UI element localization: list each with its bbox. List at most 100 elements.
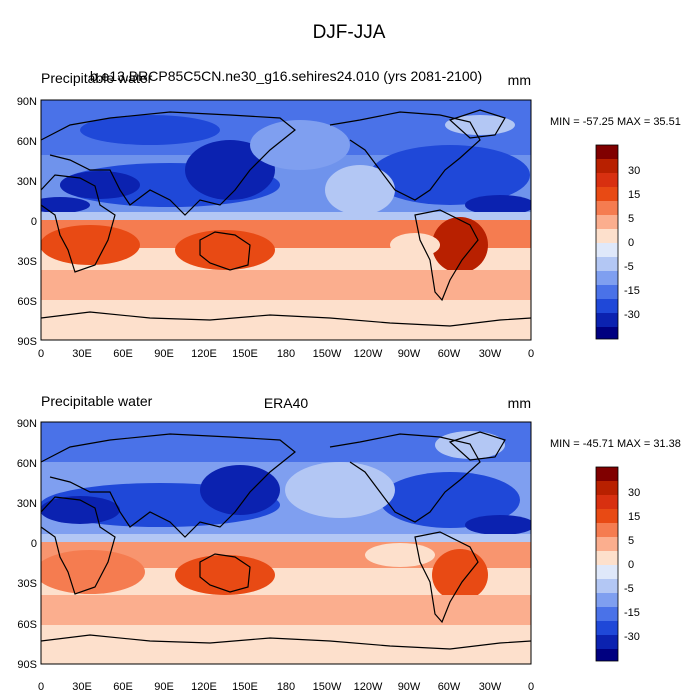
- colorbar-swatch: [596, 607, 618, 621]
- x-tick-label: 60W: [438, 348, 461, 360]
- y-tick-label: 60S: [17, 619, 37, 631]
- x-tick-label: 0: [38, 681, 44, 693]
- map-frame: [40, 421, 532, 665]
- x-tick-label: 150W: [313, 348, 342, 360]
- y-tick-label: 90N: [17, 96, 37, 108]
- panel-left-title: Precipitable water: [41, 393, 153, 409]
- y-axis: 90N 60N 30N 0 30S 60S 90S: [17, 418, 37, 671]
- x-tick-label: 60E: [113, 348, 133, 360]
- panel-center-title: b.e13.BRCP85C5CN.ne30_g16.sehires24.010 …: [90, 68, 482, 84]
- map-field: [41, 100, 531, 340]
- figure-title: DJF-JJA: [313, 22, 386, 43]
- colorbar-swatch: [596, 537, 618, 551]
- colorbar-label: 30: [628, 487, 640, 499]
- colorbar-swatch: [596, 187, 618, 201]
- colorbar-swatch: [596, 159, 618, 173]
- colorbar-swatch: [596, 467, 618, 481]
- y-tick-label: 90S: [17, 336, 37, 348]
- colorbar-swatch: [596, 635, 618, 649]
- y-tick-label: 30S: [17, 256, 37, 268]
- colorbar-frame: [595, 144, 619, 340]
- colorbar-swatch: [596, 257, 618, 271]
- panel-units: mm: [508, 395, 531, 411]
- colorbar-label: -5: [624, 583, 634, 595]
- y-tick-label: 0: [31, 216, 37, 228]
- x-tick-label: 120W: [354, 348, 383, 360]
- x-tick-label: 30W: [479, 681, 502, 693]
- x-axis: 0 30E 60E 90E 120E 150E 180 150W 120W 90…: [38, 681, 534, 693]
- colorbar-swatch: [596, 215, 618, 229]
- colorbar-swatch: [596, 621, 618, 635]
- x-tick-label: 150E: [232, 348, 258, 360]
- colorbar-swatch: [596, 271, 618, 285]
- x-tick-label: 90W: [398, 681, 421, 693]
- x-tick-label: 60W: [438, 681, 461, 693]
- colorbar-swatch: [596, 481, 618, 495]
- colorbar-label: -5: [624, 261, 634, 273]
- panel-center-title: ERA40: [264, 395, 309, 411]
- x-tick-label: 180: [277, 681, 295, 693]
- colorbar-swatch: [596, 579, 618, 593]
- colorbar-label: -30: [624, 309, 640, 321]
- colorbar-swatch: [596, 551, 618, 565]
- y-tick-label: 90N: [17, 418, 37, 430]
- x-tick-label: 150W: [313, 681, 342, 693]
- colorbar-swatch: [596, 327, 618, 339]
- colorbar-swatch: [596, 243, 618, 257]
- x-tick-label: 30E: [72, 681, 92, 693]
- colorbar-label: 0: [628, 559, 634, 571]
- y-tick-label: 60N: [17, 136, 37, 148]
- x-axis: 0 30E 60E 90E 120E 150E 180 150W 120W 90…: [38, 348, 534, 360]
- x-tick-label: 150E: [232, 681, 258, 693]
- x-tick-label: 90W: [398, 348, 421, 360]
- colorbar-swatch: [596, 565, 618, 579]
- colorbar-swatch: [596, 173, 618, 187]
- map-field: [41, 422, 531, 664]
- colorbar-swatch: [596, 313, 618, 327]
- y-tick-label: 90S: [17, 659, 37, 671]
- colorbar-frame: [595, 466, 619, 662]
- y-tick-label: 0: [31, 538, 37, 550]
- colorbar-label: -15: [624, 607, 640, 619]
- x-tick-label: 0: [38, 348, 44, 360]
- colorbar-label: 15: [628, 511, 640, 523]
- colorbar-swatch: [596, 649, 618, 661]
- colorbar-label: 0: [628, 237, 634, 249]
- colorbar: 30 15 5 0 -5 -15 -30: [595, 144, 640, 340]
- x-tick-label: 0: [528, 681, 534, 693]
- x-tick-label: 120W: [354, 681, 383, 693]
- stats-label: MIN = -45.71 MAX = 31.38: [550, 438, 681, 450]
- x-tick-label: 90E: [154, 681, 174, 693]
- colorbar-swatch: [596, 593, 618, 607]
- coastlines: [41, 109, 531, 327]
- y-tick-label: 60S: [17, 296, 37, 308]
- colorbar-swatch: [596, 229, 618, 243]
- colorbar-swatch: [596, 201, 618, 215]
- y-tick-label: 30S: [17, 578, 37, 590]
- colorbar-label: 15: [628, 189, 640, 201]
- x-tick-label: 120E: [191, 348, 217, 360]
- map-frame: [40, 99, 532, 341]
- colorbar-swatch: [596, 285, 618, 299]
- y-tick-label: 60N: [17, 458, 37, 470]
- coastlines: [41, 431, 531, 650]
- colorbar: 30 15 5 0 -5 -15 -30: [595, 466, 640, 662]
- x-tick-label: 90E: [154, 348, 174, 360]
- colorbar-swatch: [596, 145, 618, 159]
- colorbar-label: 30: [628, 165, 640, 177]
- y-tick-label: 30N: [17, 498, 37, 510]
- x-tick-label: 180: [277, 348, 295, 360]
- colorbar-label: -30: [624, 631, 640, 643]
- x-tick-label: 30W: [479, 348, 502, 360]
- colorbar-label: -15: [624, 285, 640, 297]
- panel-left-title: Precipitable water: [41, 70, 153, 86]
- stats-label: MIN = -57.25 MAX = 35.51: [550, 116, 681, 128]
- x-tick-label: 120E: [191, 681, 217, 693]
- y-axis: 90N 60N 30N 0 30S 60S 90S: [17, 96, 37, 348]
- colorbar-swatch: [596, 523, 618, 537]
- colorbar-swatch: [596, 509, 618, 523]
- panel-model: Precipitable water b.e13.BRCP85C5CN.ne30…: [17, 68, 681, 360]
- colorbar-label: 5: [628, 213, 634, 225]
- x-tick-label: 0: [528, 348, 534, 360]
